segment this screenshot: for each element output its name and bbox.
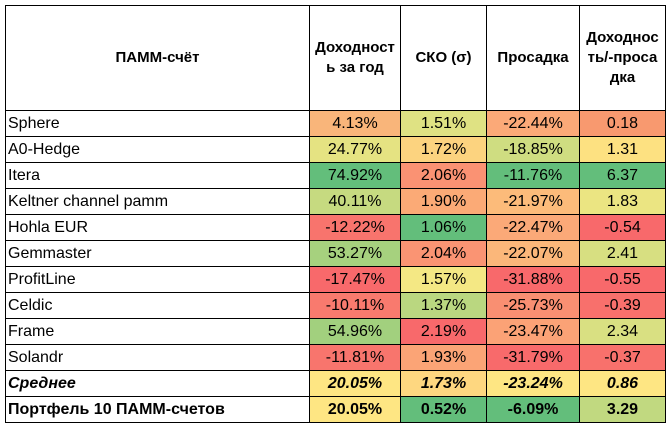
table-row: Celdic -10.11% 1.37% -25.73% -0.39 xyxy=(5,292,666,319)
annual-return-cell: -10.11% xyxy=(309,292,401,319)
std-dev-cell: 1.51% xyxy=(400,110,487,137)
header-return-drawdown-ratio: Доходность/-просадка xyxy=(579,5,666,111)
ratio-cell: -0.54 xyxy=(579,214,666,241)
std-dev-cell: 1.90% xyxy=(400,188,487,215)
ratio-cell: -0.55 xyxy=(579,266,666,293)
table-row: Solandr -11.81% 1.93% -31.79% -0.37 xyxy=(5,344,666,371)
account-name: Itera xyxy=(5,162,310,189)
header-annual-return: Доходность за год xyxy=(309,5,401,111)
ratio-cell: 0.18 xyxy=(579,110,666,137)
annual-return-cell: 54.96% xyxy=(309,318,401,345)
table-row: Gemmaster 53.27% 2.04% -22.07% 2.41 xyxy=(5,240,666,267)
drawdown-cell: -23.47% xyxy=(486,318,580,345)
drawdown-cell: -6.09% xyxy=(486,396,580,423)
std-dev-cell: 1.93% xyxy=(400,344,487,371)
std-dev-cell: 1.73% xyxy=(400,370,487,397)
table-row: Keltner channel pamm 40.11% 1.90% -21.97% 1.… xyxy=(5,188,666,215)
table-row: ProfitLine -17.47% 1.57% -31.88% -0.55 xyxy=(5,266,666,293)
std-dev-cell: 1.06% xyxy=(400,214,487,241)
std-dev-cell: 2.19% xyxy=(400,318,487,345)
header-drawdown: Просадка xyxy=(486,5,580,111)
average-row: Среднее 20.05% 1.73% -23.24% 0.86 xyxy=(5,370,666,397)
ratio-cell: 0.86 xyxy=(579,370,666,397)
table-row: Sphere 4.13% 1.51% -22.44% 0.18 xyxy=(5,110,666,137)
annual-return-cell: 4.13% xyxy=(309,110,401,137)
drawdown-cell: -11.76% xyxy=(486,162,580,189)
annual-return-cell: -17.47% xyxy=(309,266,401,293)
ratio-cell: 2.41 xyxy=(579,240,666,267)
ratio-cell: 1.83 xyxy=(579,188,666,215)
std-dev-cell: 1.37% xyxy=(400,292,487,319)
table-row: Frame 54.96% 2.19% -23.47% 2.34 xyxy=(5,318,666,345)
header-account: ПАММ-счёт xyxy=(5,5,310,111)
annual-return-cell: 20.05% xyxy=(309,396,401,423)
drawdown-cell: -22.44% xyxy=(486,110,580,137)
account-name: Hohla EUR xyxy=(5,214,310,241)
drawdown-cell: -22.47% xyxy=(486,214,580,241)
account-name: Портфель 10 ПАММ-счетов xyxy=(5,396,310,423)
drawdown-cell: -31.88% xyxy=(486,266,580,293)
std-dev-cell: 1.57% xyxy=(400,266,487,293)
std-dev-cell: 0.52% xyxy=(400,396,487,423)
annual-return-cell: 24.77% xyxy=(309,136,401,163)
account-name: Sphere xyxy=(5,110,310,137)
header-std-dev: СКО (σ) xyxy=(400,5,487,111)
annual-return-cell: -11.81% xyxy=(309,344,401,371)
ratio-cell: -0.39 xyxy=(579,292,666,319)
account-name: Gemmaster xyxy=(5,240,310,267)
drawdown-cell: -21.97% xyxy=(486,188,580,215)
ratio-cell: 2.34 xyxy=(579,318,666,345)
annual-return-cell: 74.92% xyxy=(309,162,401,189)
ratio-cell: 6.37 xyxy=(579,162,666,189)
ratio-cell: 1.31 xyxy=(579,136,666,163)
header-row: ПАММ-счёт Доходность за год СКО (σ) Прос… xyxy=(5,5,666,111)
account-name: A0-Hedge xyxy=(5,136,310,163)
drawdown-cell: -31.79% xyxy=(486,344,580,371)
drawdown-cell: -23.24% xyxy=(486,370,580,397)
table-row: Itera 74.92% 2.06% -11.76% 6.37 xyxy=(5,162,666,189)
account-name: Среднее xyxy=(5,370,310,397)
table-row: A0-Hedge 24.77% 1.72% -18.85% 1.31 xyxy=(5,136,666,163)
drawdown-cell: -18.85% xyxy=(486,136,580,163)
ratio-cell: 3.29 xyxy=(579,396,666,423)
account-name: Celdic xyxy=(5,292,310,319)
annual-return-cell: 53.27% xyxy=(309,240,401,267)
account-name: Keltner channel pamm xyxy=(5,188,310,215)
account-name: Frame xyxy=(5,318,310,345)
drawdown-cell: -25.73% xyxy=(486,292,580,319)
drawdown-cell: -22.07% xyxy=(486,240,580,267)
ratio-cell: -0.37 xyxy=(579,344,666,371)
account-name: ProfitLine xyxy=(5,266,310,293)
portfolio-row: Портфель 10 ПАММ-счетов 20.05% 0.52% -6.09%… xyxy=(5,396,666,423)
annual-return-cell: 40.11% xyxy=(309,188,401,215)
std-dev-cell: 1.72% xyxy=(400,136,487,163)
std-dev-cell: 2.06% xyxy=(400,162,487,189)
table-row: Hohla EUR -12.22% 1.06% -22.47% -0.54 xyxy=(5,214,666,241)
account-name: Solandr xyxy=(5,344,310,371)
std-dev-cell: 2.04% xyxy=(400,240,487,267)
annual-return-cell: 20.05% xyxy=(309,370,401,397)
pamm-table: ПАММ-счёт Доходность за год СКО (σ) Прос… xyxy=(5,5,666,423)
annual-return-cell: -12.22% xyxy=(309,214,401,241)
